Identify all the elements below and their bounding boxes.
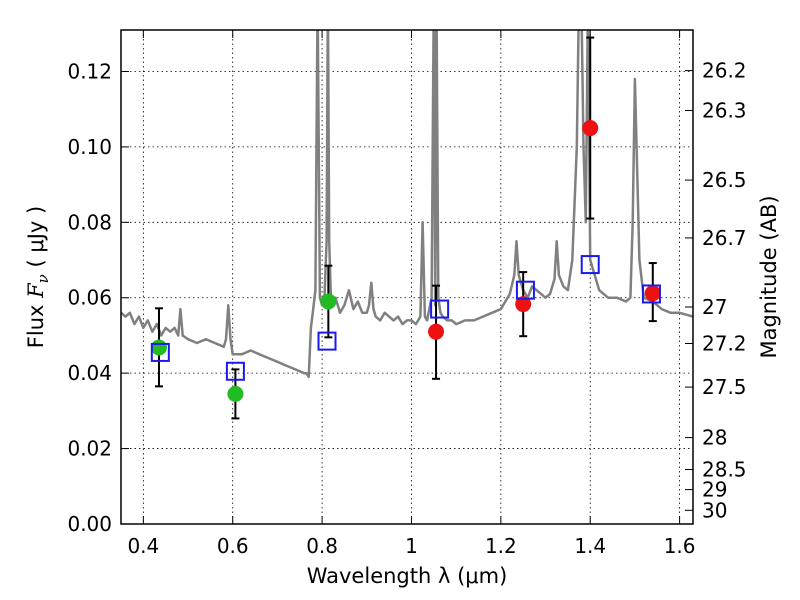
- red-data-point: [644, 285, 661, 302]
- data-markers: [150, 120, 661, 402]
- y-tick-label: 0.10: [67, 135, 112, 159]
- x-tick-label: 1.2: [485, 534, 517, 558]
- y-tick-label: 0.12: [67, 59, 112, 83]
- mag-tick-label: 26.3: [702, 99, 747, 123]
- y-axis-label: Flux Fν ( μJy ): [24, 206, 52, 348]
- red-data-point: [582, 120, 599, 137]
- model-band-square: [641, 284, 661, 304]
- red-data-point: [428, 323, 445, 340]
- model-band-square: [430, 299, 450, 319]
- y-tick-label: 0.04: [67, 361, 112, 385]
- x-tick-label: 0.4: [127, 534, 159, 558]
- x-tick-label: 1: [405, 534, 418, 558]
- model-band-square: [580, 255, 600, 275]
- grid: [121, 30, 693, 525]
- model-spectrum-line: [121, 30, 693, 379]
- mag-tick-label: 27: [702, 295, 727, 319]
- y-tick-label: 0.06: [67, 286, 112, 310]
- mag-tick-label: 26.2: [702, 59, 747, 83]
- x-tick-label: 1.6: [664, 534, 696, 558]
- mag-tick-label: 26.5: [702, 168, 747, 192]
- x-tick-label: 0.6: [217, 534, 249, 558]
- mag-tick-label: 27.2: [702, 332, 747, 356]
- x-tick-label: 0.8: [306, 534, 338, 558]
- y-tick-label: 0.00: [67, 512, 112, 536]
- mag-tick-label: 26.7: [702, 226, 747, 250]
- y-tick-label: 0.02: [67, 437, 112, 461]
- mag-tick-label: 27.5: [702, 375, 747, 399]
- green-data-point: [150, 339, 167, 356]
- model-band-square: [317, 331, 337, 351]
- green-data-point: [227, 385, 244, 402]
- red-data-point: [515, 296, 532, 313]
- green-data-point: [320, 293, 337, 310]
- y2-axis-label: Magnitude (AB): [757, 195, 781, 358]
- x-axis-label: Wavelength λ (μm): [307, 564, 508, 588]
- mag-tick-label: 28: [702, 426, 727, 450]
- mag-tick-label: 30: [702, 498, 727, 522]
- y-tick-label: 0.08: [67, 210, 112, 234]
- model-band-square: [225, 361, 245, 381]
- plot-frame: [120, 29, 694, 525]
- mag-tick-label: 28.5: [702, 457, 747, 481]
- model-band-square: [150, 342, 170, 362]
- axis-ticks: 0.4 0.6 0.8 1 1.2 1.4 1.6 0.00 0.02 0.04 0.06 0.08 0…: [67, 30, 747, 558]
- model-band-square: [515, 280, 535, 300]
- mag-tick-label: 29: [702, 478, 727, 502]
- x-tick-label: 1.4: [574, 534, 606, 558]
